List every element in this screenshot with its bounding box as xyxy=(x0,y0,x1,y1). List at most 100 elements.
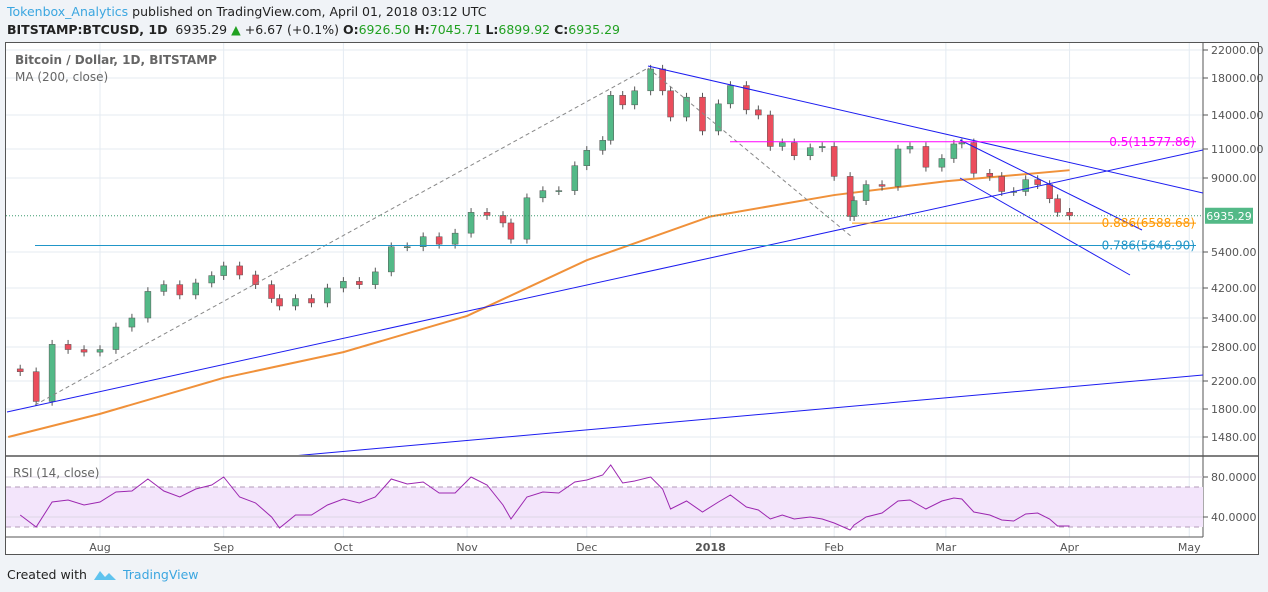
y-tick-label: 18000.00 xyxy=(1211,72,1264,85)
x-tick-label: Mar xyxy=(935,541,956,554)
y-tick-label: 14000.00 xyxy=(1211,109,1264,122)
x-tick-label: Sep xyxy=(213,541,234,554)
tradingview-link[interactable]: TradingView xyxy=(122,567,199,582)
candle xyxy=(715,103,722,132)
author-link[interactable]: Tokenbox_Analytics xyxy=(7,4,129,19)
candle xyxy=(128,317,136,328)
trendline-lower xyxy=(298,374,1203,455)
y-tick-label: 5400.00 xyxy=(1211,246,1257,259)
candle xyxy=(1034,179,1041,185)
candle xyxy=(998,176,1005,192)
candle xyxy=(779,142,786,147)
candle xyxy=(16,368,24,372)
candle xyxy=(862,184,870,201)
rsi-legend: RSI (14, close) xyxy=(13,466,100,480)
candle xyxy=(276,298,283,307)
fib-retracement-line xyxy=(647,67,853,238)
y-tick-label: 4200.00 xyxy=(1211,282,1257,295)
candle xyxy=(647,68,654,92)
rsi-pane xyxy=(6,464,1203,531)
chart-frame[interactable] xyxy=(5,42,1259,555)
high-label: H: xyxy=(414,22,430,37)
rsi-tick-label: 40.0000 xyxy=(1211,511,1257,524)
candle xyxy=(555,190,563,192)
candle xyxy=(571,165,579,191)
footer: Created with TradingView xyxy=(7,567,199,582)
close-label: C: xyxy=(554,22,569,37)
candle xyxy=(583,150,591,166)
x-tick-label: Dec xyxy=(576,541,597,554)
candle xyxy=(32,371,40,402)
last-price-tag xyxy=(1205,207,1253,224)
candle xyxy=(507,222,515,240)
channel-upper xyxy=(959,139,1143,231)
candle xyxy=(938,158,946,168)
candle xyxy=(48,344,56,402)
candle xyxy=(850,200,858,217)
x-tick-label: Apr xyxy=(1060,541,1080,554)
ma200-line xyxy=(7,169,1070,438)
candle xyxy=(236,265,243,276)
symbol: BITSTAMP:BTCUSD, 1D xyxy=(7,22,168,37)
x-tick-label: Feb xyxy=(824,541,843,554)
candle xyxy=(324,287,331,304)
candle xyxy=(356,281,363,285)
candle xyxy=(806,147,814,156)
tradingview-logo-icon xyxy=(93,570,116,580)
candle xyxy=(308,298,315,304)
y-tick-label: 3400.00 xyxy=(1211,312,1257,325)
candle xyxy=(846,176,854,217)
rsi-band xyxy=(6,487,1203,527)
candle xyxy=(791,142,798,156)
candle xyxy=(64,344,72,350)
rsi-tick-label: 80.0000 xyxy=(1211,471,1257,484)
candle xyxy=(619,95,626,106)
candle xyxy=(388,246,395,273)
candle xyxy=(112,326,120,350)
y-tick-label: 1800.00 xyxy=(1211,403,1257,416)
trendline-support xyxy=(6,149,1203,413)
high-value: 7045.71 xyxy=(429,22,482,37)
fib-level-label: 0.886(6588.68) xyxy=(1102,216,1195,230)
candle xyxy=(208,275,215,284)
close-value: 6935.29 xyxy=(568,22,620,37)
candle xyxy=(922,146,930,168)
x-tick-label: Nov xyxy=(456,541,478,554)
price-change: +6.67 (+0.1%) xyxy=(244,22,339,37)
candle xyxy=(986,173,994,177)
candle xyxy=(292,298,299,307)
open-label: O: xyxy=(342,22,359,37)
candle xyxy=(683,96,690,118)
candle xyxy=(599,140,606,151)
candle xyxy=(252,274,259,285)
candle xyxy=(950,143,958,159)
candle xyxy=(539,190,547,199)
candle xyxy=(467,212,475,234)
candle xyxy=(970,142,978,174)
x-tick-label: May xyxy=(1178,541,1201,554)
fib-level-label: 0.786(5646.90) xyxy=(1102,239,1195,253)
y-tick-label: 22000.00 xyxy=(1211,44,1264,57)
rsi-line xyxy=(19,464,1070,531)
y-tick-label: 2800.00 xyxy=(1211,341,1257,354)
candle xyxy=(906,146,914,150)
low-label: L: xyxy=(485,22,499,37)
ma-legend: MA (200, close) xyxy=(15,70,109,84)
candle xyxy=(435,236,443,245)
candle xyxy=(1054,198,1061,213)
up-arrow-icon: ▲ xyxy=(231,22,241,37)
x-tick-label: Oct xyxy=(334,541,354,554)
y-tick-label: 9000.00 xyxy=(1211,172,1257,185)
candle xyxy=(631,90,638,106)
candle xyxy=(192,282,200,296)
candle xyxy=(403,246,411,248)
candle xyxy=(818,146,826,148)
last-price-label: 6935.29 xyxy=(1206,210,1252,223)
candle xyxy=(1066,212,1073,217)
candle xyxy=(144,291,152,319)
last-price: 6935.29 xyxy=(175,22,228,37)
candle xyxy=(727,85,734,105)
fib-retracement-line xyxy=(34,67,649,406)
candle xyxy=(340,281,347,289)
